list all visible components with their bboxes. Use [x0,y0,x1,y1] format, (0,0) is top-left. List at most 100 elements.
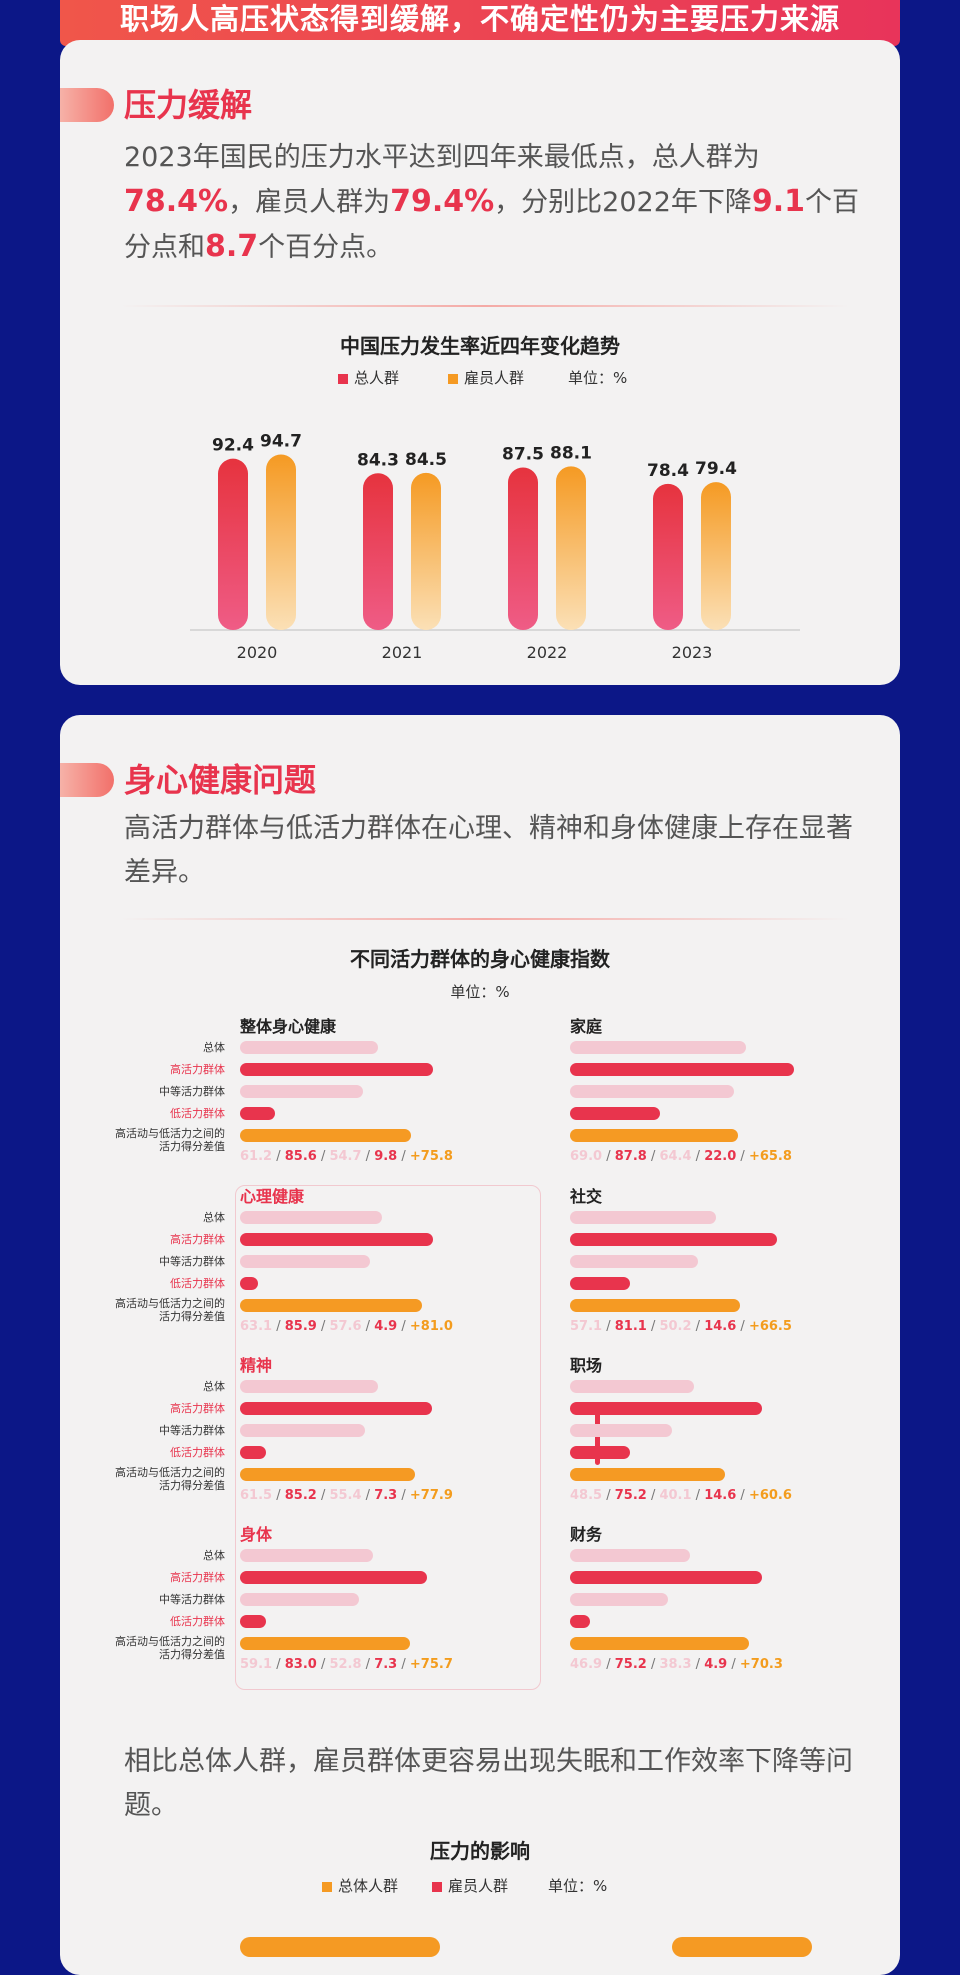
hbar-6-3 [570,1446,630,1459]
row-label: 高活力群体 [170,1233,225,1246]
hbar-2-2 [240,1424,365,1437]
bar-2022-total [508,467,538,630]
hbar-2-4 [240,1468,416,1481]
chart3-title: 压力的影响 [430,1839,530,1863]
row-label: 总体 [203,1211,225,1224]
hbar-3-3 [240,1615,267,1628]
group-title-4: 家庭 [570,1017,603,1036]
row-label: 低活力群体 [170,1446,225,1459]
hbar-4-4 [570,1129,738,1142]
group-values-7: 46.9 / 75.2 / 38.3 / 4.9 / +70.3 [570,1657,783,1672]
data-label-2020-employee: 94.7 [260,432,302,452]
group-values-3: 59.1 / 83.0 / 52.8 / 7.3 / +75.7 [240,1657,453,1672]
hbar-5-2 [570,1255,698,1268]
hbar-0-2 [240,1085,364,1098]
group-title-1: 心理健康 [240,1187,305,1206]
hbar-4-3 [570,1107,660,1120]
chart2-unit: 单位：% [450,983,510,1001]
hbar-7-2 [570,1593,668,1606]
group-title-2: 精神 [240,1356,273,1375]
hbar-0-4 [240,1129,411,1142]
bar-2022-employee [556,466,586,630]
bar-2020-total [218,458,248,630]
hbar-7-4 [570,1637,750,1650]
chart1-unit: 单位：% [568,369,628,387]
hbar-2-0 [240,1380,379,1393]
data-label-2022-employee: 88.1 [550,443,592,463]
stress-relief-paragraph: 2023年国民的压力水平达到四年来最低点，总人群为78.4%，雇员人群为79.4… [124,142,860,264]
row-label: 高活力群体 [170,1402,225,1415]
row-label: 高活动与低活力之间的 活力得分差值 [115,1466,225,1492]
hbar-7-0 [570,1549,690,1562]
hbar-5-1 [570,1233,777,1246]
chart3-legend-total: 总体人群 [322,1875,398,1896]
group-values-2: 61.5 / 85.2 / 55.4 / 7.3 / +77.9 [240,1488,453,1503]
legend-swatch-total [322,1881,332,1892]
hbar-0-1 [240,1063,433,1076]
chart1-legend-employee: 雇员人群 [448,367,524,388]
divider [120,305,850,307]
hbar-3-1 [240,1571,427,1584]
section-title-stress-relief: 压力缓解 [124,86,253,124]
data-label-2021-total: 84.3 [357,450,399,470]
legend-swatch-employee [432,1881,442,1892]
data-label-2023-total: 78.4 [647,461,689,481]
chart3-unit: 单位：% [548,1877,608,1895]
chart3-legend-employee: 雇员人群 [432,1875,508,1896]
row-label: 中等活力群体 [159,1255,225,1268]
hbar-3-2 [240,1593,359,1606]
bar-2023-employee [701,482,731,630]
hbar-2-3 [240,1446,267,1459]
x-tick-2021: 2021 [382,643,423,662]
chart3-bar-partial [240,1937,440,1957]
hbar-1-0 [240,1211,382,1224]
hbar-1-4 [240,1299,423,1312]
divider [120,918,850,920]
chart1-legend-total: 总人群 [338,367,399,388]
row-label: 中等活力群体 [159,1593,225,1606]
bar-2020-employee [266,454,296,630]
row-label: 高活动与低活力之间的 活力得分差值 [115,1635,225,1661]
data-label-2023-employee: 79.4 [695,459,737,479]
hbar-5-4 [570,1299,740,1312]
hbar-5-0 [570,1211,716,1224]
hbar-0-3 [240,1107,276,1120]
hbar-6-2 [570,1424,673,1437]
legend-swatch-employee [448,373,458,384]
group-title-3: 身体 [240,1525,273,1544]
bar-2023-total [653,483,683,630]
top-banner: 职场人高压状态得到缓解，不确定性仍为主要压力来源 [60,0,900,46]
data-label-2020-total: 92.4 [212,436,254,456]
group-title-6: 职场 [570,1356,603,1375]
chart2-title: 不同活力群体的身心健康指数 [350,947,610,971]
row-label: 低活力群体 [170,1615,225,1628]
row-label: 中等活力群体 [159,1424,225,1437]
x-tick-2022: 2022 [527,643,568,662]
health-card: 身心健康问题 高活力群体与低活力群体在心理、精神和身体健康上存在显著差异。 不同… [60,715,900,1975]
mental-health-highlight-box [235,1185,541,1690]
section-title-health: 身心健康问题 [124,761,317,799]
hbar-4-2 [570,1085,735,1098]
hbar-3-4 [240,1637,411,1650]
group-title-5: 社交 [570,1187,603,1206]
group-title-7: 财务 [570,1525,603,1544]
chart3-bar-partial [672,1937,812,1957]
hbar-7-3 [570,1615,590,1628]
row-label: 高活力群体 [170,1571,225,1584]
bar-2021-employee [411,472,441,630]
banner-title: 职场人高压状态得到缓解，不确定性仍为主要压力来源 [119,2,840,36]
hbar-4-0 [570,1041,746,1054]
group-values-6: 48.5 / 75.2 / 40.1 / 14.6 / +60.6 [570,1488,792,1503]
x-tick-2023: 2023 [672,643,713,662]
x-tick-2020: 2020 [237,643,278,662]
data-label-2022-total: 87.5 [502,445,544,465]
row-label: 总体 [203,1549,225,1562]
section-tag-icon [60,763,114,797]
hbar-4-1 [570,1063,794,1076]
hbar-6-0 [570,1380,694,1393]
row-label: 总体 [203,1380,225,1393]
data-label-2021-employee: 84.5 [405,450,447,470]
hbar-6-4 [570,1468,725,1481]
group-values-4: 69.0 / 87.8 / 64.4 / 22.0 / +65.8 [570,1149,792,1164]
chart1-title: 中国压力发生率近四年变化趋势 [340,334,620,358]
